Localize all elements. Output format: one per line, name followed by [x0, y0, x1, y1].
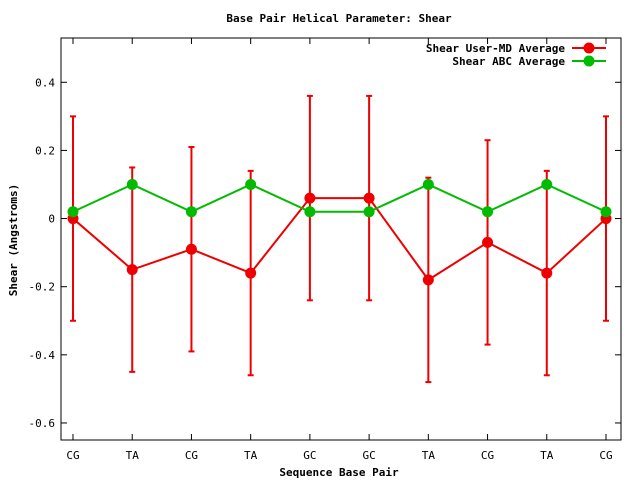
y-tick-label: -0.6	[29, 417, 56, 430]
data-point	[126, 264, 138, 276]
y-tick-label: 0.2	[35, 144, 55, 157]
series-line	[72, 197, 607, 282]
x-axis: CG TA CG TA GC GC TA CG TA CG	[66, 38, 613, 462]
x-tick-label: TA	[540, 449, 554, 462]
y-axis-label: Shear (Angstroms)	[7, 184, 20, 297]
data-point	[422, 178, 434, 190]
plot-frame	[60, 37, 622, 441]
series-layer	[67, 94, 612, 384]
x-tick-label: CG	[185, 449, 198, 462]
data-point	[185, 206, 197, 218]
y-tick-label: -0.2	[29, 281, 56, 294]
x-axis-label: Sequence Base Pair	[279, 466, 399, 479]
data-point	[363, 206, 375, 218]
y-tick-label: 0	[48, 213, 55, 226]
x-tick-label: GC	[362, 449, 375, 462]
x-tick-label: CG	[599, 449, 612, 462]
data-point	[482, 236, 494, 248]
series-line	[72, 183, 607, 213]
x-tick-label: CG	[481, 449, 494, 462]
x-tick-label: TA	[244, 449, 258, 462]
chart-title: Base Pair Helical Parameter: Shear	[226, 12, 452, 25]
data-point	[482, 206, 494, 218]
data-point	[422, 274, 434, 286]
data-point	[304, 206, 316, 218]
x-tick-label: GC	[303, 449, 316, 462]
y-tick-label: -0.4	[29, 349, 56, 362]
y-axis: 0.4 0.2 0 -0.2 -0.4 -0.6	[29, 76, 621, 430]
data-point	[67, 206, 79, 218]
data-point	[185, 243, 197, 255]
series-user-md	[67, 94, 612, 384]
data-point	[304, 192, 316, 204]
data-point	[600, 206, 612, 218]
data-point	[126, 178, 138, 190]
data-point	[245, 267, 257, 279]
data-point	[541, 267, 553, 279]
y-tick-label: 0.4	[35, 76, 55, 89]
x-tick-label: TA	[422, 449, 436, 462]
data-point	[363, 192, 375, 204]
x-tick-label: CG	[66, 449, 79, 462]
legend-marker	[583, 42, 595, 54]
data-point	[245, 178, 257, 190]
x-tick-label: TA	[126, 449, 140, 462]
data-point	[541, 178, 553, 190]
legend-marker	[583, 55, 595, 67]
legend-label: Shear User-MD Average	[426, 42, 565, 55]
legend-label: Shear ABC Average	[452, 55, 565, 68]
series-abc	[67, 178, 612, 218]
